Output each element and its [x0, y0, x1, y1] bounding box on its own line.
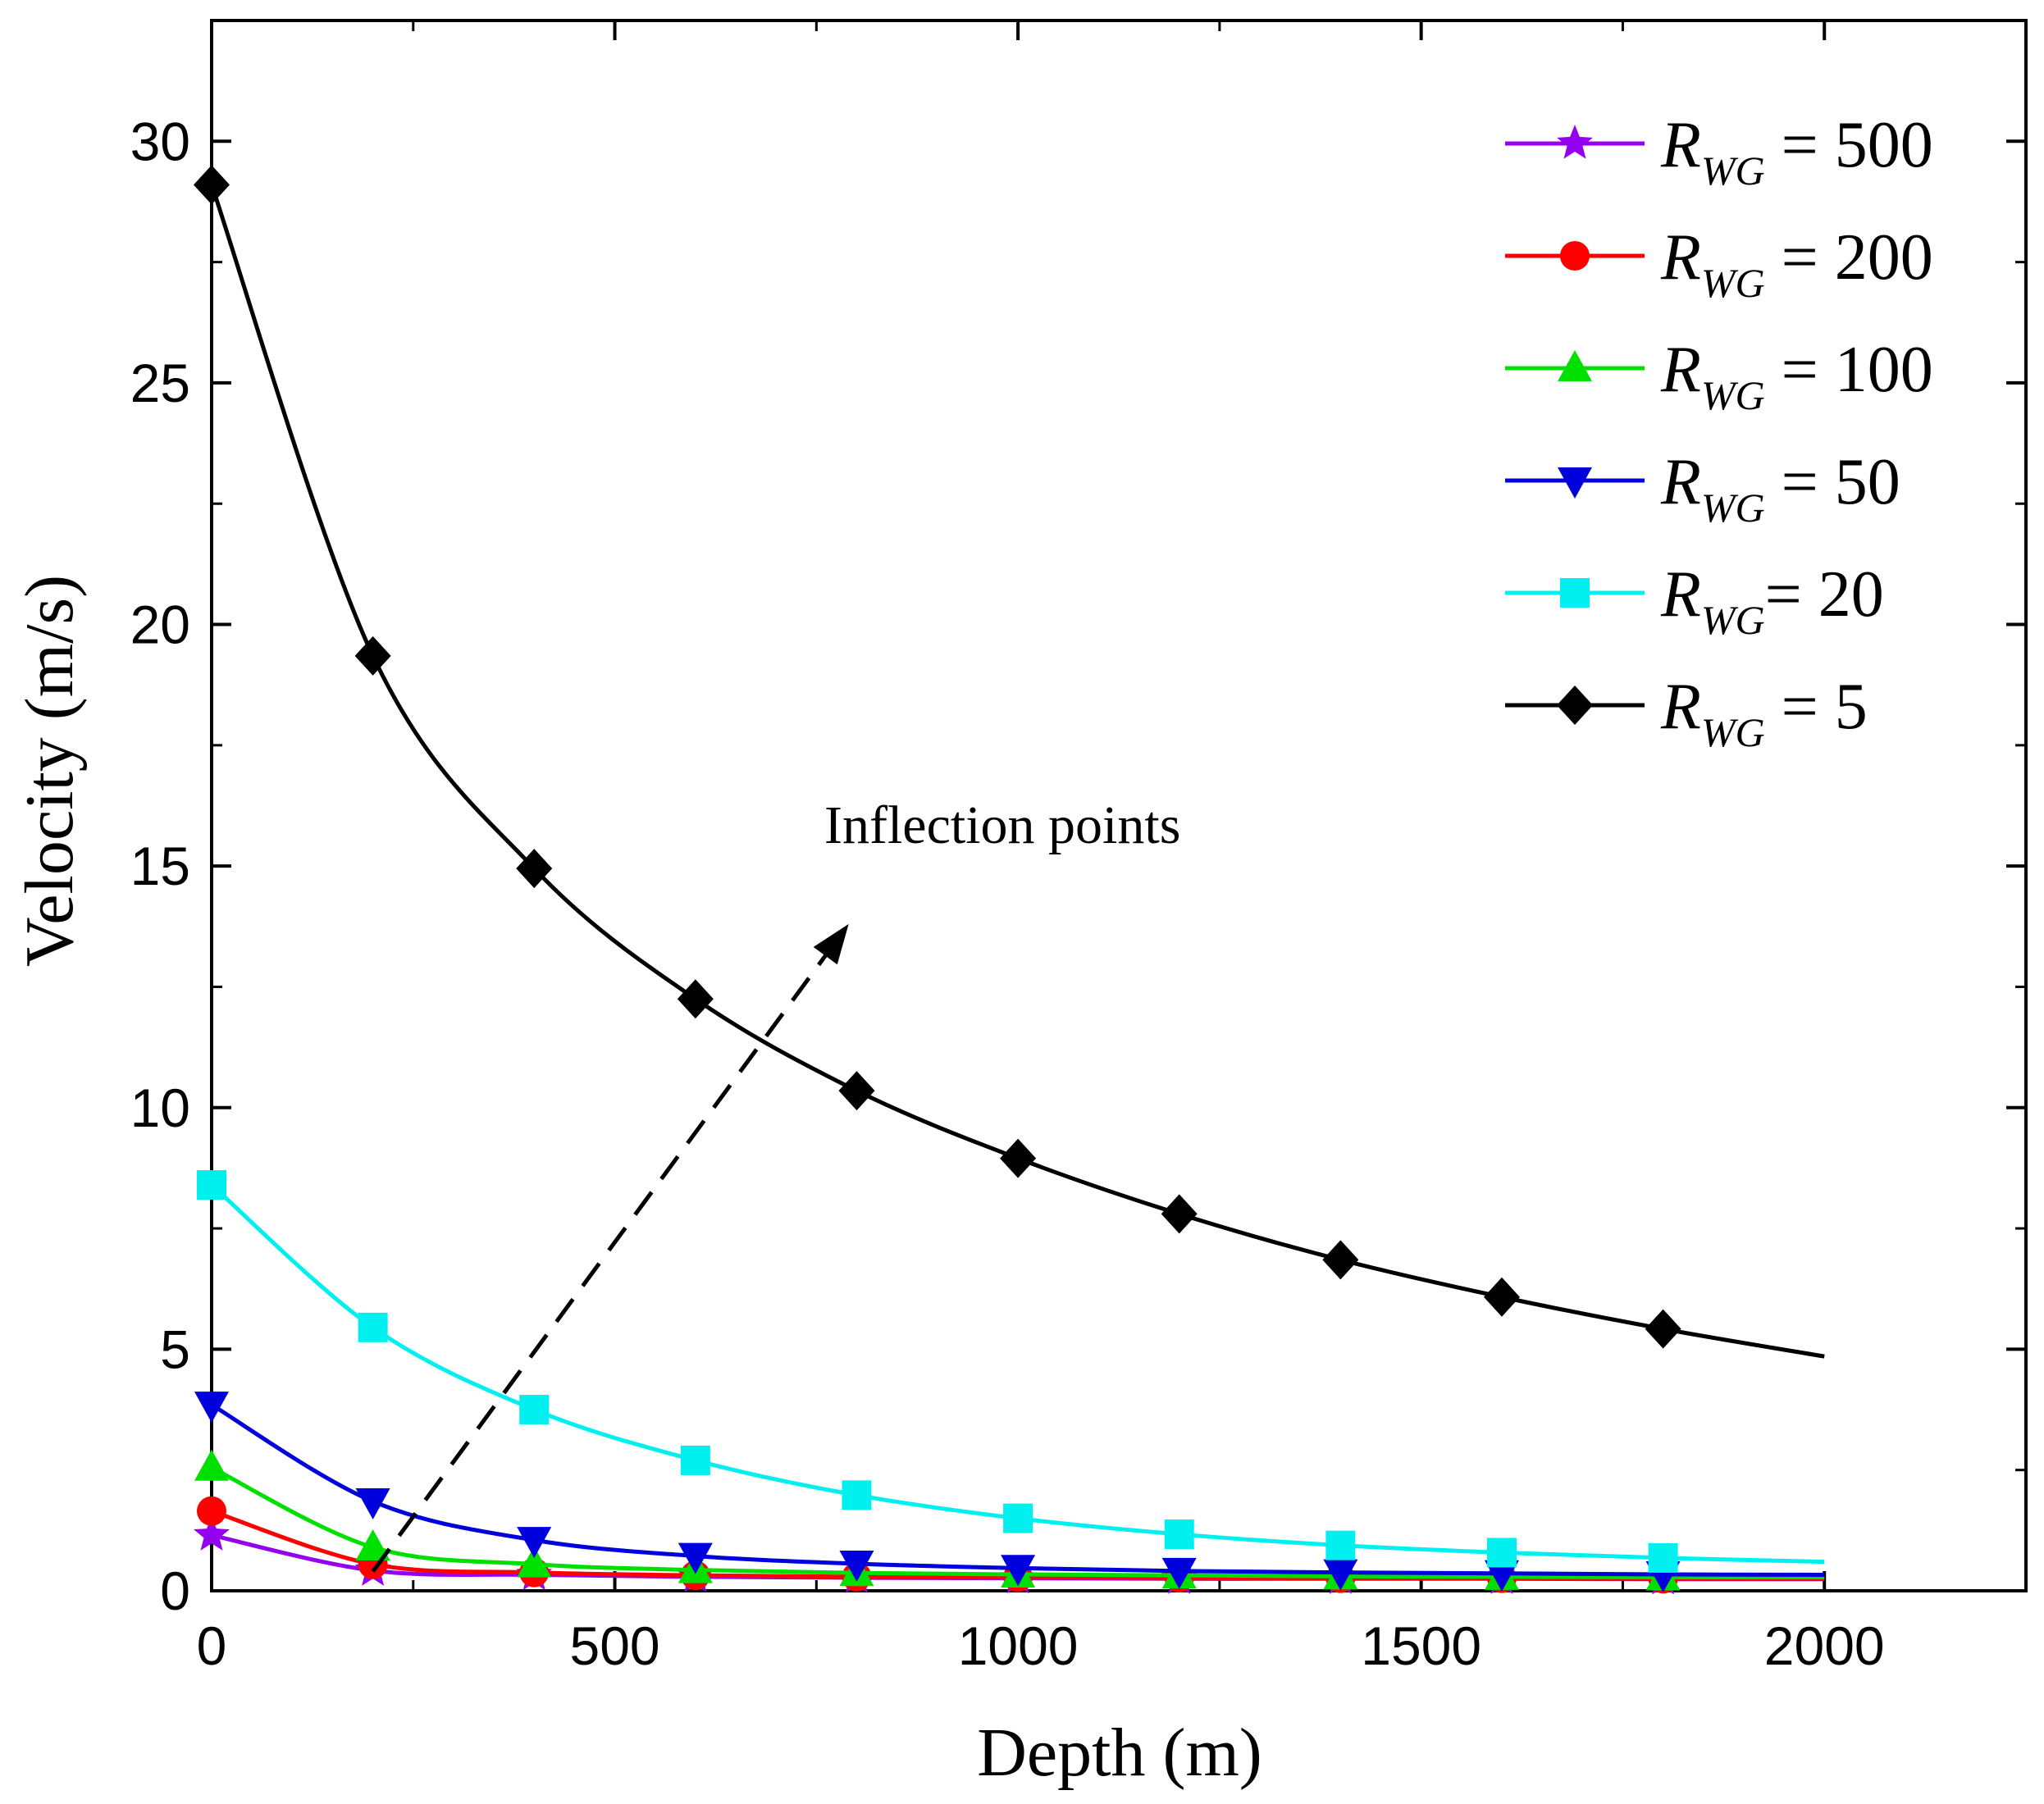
legend-item-5: RWG = 5: [1505, 671, 1868, 755]
y-tick-label: 5: [160, 1319, 190, 1379]
data-point: [355, 1487, 390, 1519]
data-point: [1322, 1240, 1359, 1280]
data-point: [517, 1527, 552, 1559]
data-point: [1484, 1560, 1519, 1592]
legend-marker: [1560, 241, 1590, 271]
legend-label: RWG = 500: [1660, 109, 1933, 194]
legend-label: RWG = 5: [1660, 671, 1868, 755]
data-point: [838, 1071, 875, 1111]
data-point: [516, 849, 553, 889]
data-point: [680, 1445, 710, 1475]
annotation-arrow-head: [813, 923, 849, 965]
legend-label: RWG= 20: [1660, 558, 1884, 643]
legend-label: RWG = 200: [1660, 221, 1933, 306]
data-point: [678, 1542, 713, 1574]
series-4: [197, 1170, 1825, 1573]
annotation-layer: Inflection points: [371, 795, 1180, 1573]
series-layer: [194, 165, 1825, 1595]
legend-label: RWG = 50: [1660, 446, 1900, 531]
legend-item-0: RWG = 500: [1505, 109, 1933, 194]
data-point: [197, 1170, 226, 1200]
data-point: [194, 1392, 229, 1424]
y-tick-label: 30: [130, 111, 190, 171]
data-point: [1161, 1557, 1197, 1589]
data-point: [354, 636, 391, 676]
data-point: [194, 165, 230, 205]
data-point: [1323, 1559, 1358, 1591]
plot-frame: [210, 19, 2028, 1592]
legend-item-3: RWG = 50: [1505, 446, 1900, 531]
legend-marker: [1560, 578, 1590, 608]
data-point: [1003, 1503, 1033, 1533]
legend-marker: [1557, 125, 1593, 159]
y-tick-label: 15: [130, 836, 190, 896]
data-point: [1486, 1538, 1517, 1568]
annotation-arrow-shaft: [371, 949, 831, 1573]
x-tick-label: 2000: [1764, 1615, 1885, 1676]
data-point: [197, 1496, 226, 1526]
x-tick-label: 0: [197, 1615, 227, 1676]
legend-marker: [1557, 686, 1593, 725]
data-point: [194, 1449, 229, 1481]
series-5: [194, 165, 1825, 1359]
legend-item-1: RWG = 200: [1505, 221, 1933, 306]
y-tick-label: 20: [130, 594, 190, 655]
legend-marker: [1558, 467, 1592, 499]
data-point: [1001, 1555, 1036, 1587]
data-point: [677, 979, 714, 1019]
x-tick-label: 1500: [1361, 1615, 1481, 1676]
legend-label: RWG = 100: [1660, 334, 1933, 418]
data-point: [358, 1312, 388, 1342]
legend-item-2: RWG = 100: [1505, 334, 1933, 418]
data-point: [519, 1395, 550, 1425]
data-point: [839, 1551, 874, 1583]
y-axis-title: Velocity (m/s): [11, 575, 88, 967]
data-point: [1645, 1309, 1681, 1349]
legend-marker: [1558, 350, 1592, 381]
x-axis-title: Depth (m): [977, 1715, 1262, 1791]
data-point: [1000, 1138, 1037, 1178]
data-point: [1648, 1542, 1678, 1573]
legend: RWG = 500 RWG = 200 RWG = 100 RWG = 50 RWG= …: [1505, 109, 1933, 755]
data-point: [517, 1546, 552, 1578]
y-tick-label: 0: [160, 1560, 190, 1621]
data-point: [194, 1516, 230, 1551]
data-point: [1325, 1530, 1356, 1560]
data-point: [355, 1528, 390, 1560]
legend-item-4: RWG= 20: [1505, 558, 1884, 643]
x-tick-label: 500: [569, 1615, 659, 1676]
series-line: [209, 184, 1825, 1359]
y-tick-label: 10: [130, 1077, 190, 1138]
data-point: [1161, 1194, 1198, 1234]
y-tick-label: 25: [130, 353, 190, 413]
series-3: [194, 1392, 1825, 1592]
annotation-inflection-points: Inflection points: [824, 795, 1180, 855]
data-point: [1483, 1277, 1520, 1317]
x-tick-label: 1000: [958, 1615, 1079, 1676]
data-point: [842, 1480, 872, 1510]
axes-layer: 0 500 1000 1500 2000 0 5 10 15 20 25 30: [130, 19, 2028, 1676]
data-point: [1164, 1519, 1194, 1550]
